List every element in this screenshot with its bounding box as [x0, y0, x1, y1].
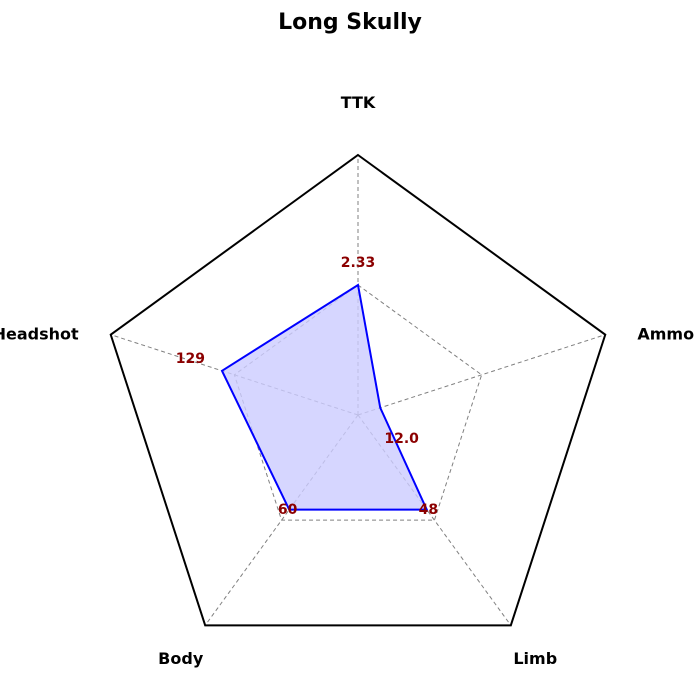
value-label-ttk: 2.33	[341, 255, 376, 271]
value-label-headshot: 129	[176, 351, 205, 367]
value-label-ammo: 12.0	[384, 431, 419, 447]
value-label-body: 60	[278, 502, 298, 518]
axis-label-ammo: Ammo	[637, 324, 694, 343]
axis-label-ttk: TTK	[341, 93, 376, 112]
radar-outer-frame	[109, 153, 607, 627]
axis-label-headshot: Headshot	[0, 324, 79, 343]
axis-label-body: Body	[158, 649, 204, 668]
axis-label-limb: Limb	[513, 649, 557, 668]
grid-ring-inner	[233, 284, 483, 521]
chart-title: Long Skully	[278, 10, 422, 35]
series-polygon	[220, 283, 429, 511]
value-label-limb: 48	[419, 502, 438, 518]
spoke-ammo	[357, 334, 606, 416]
